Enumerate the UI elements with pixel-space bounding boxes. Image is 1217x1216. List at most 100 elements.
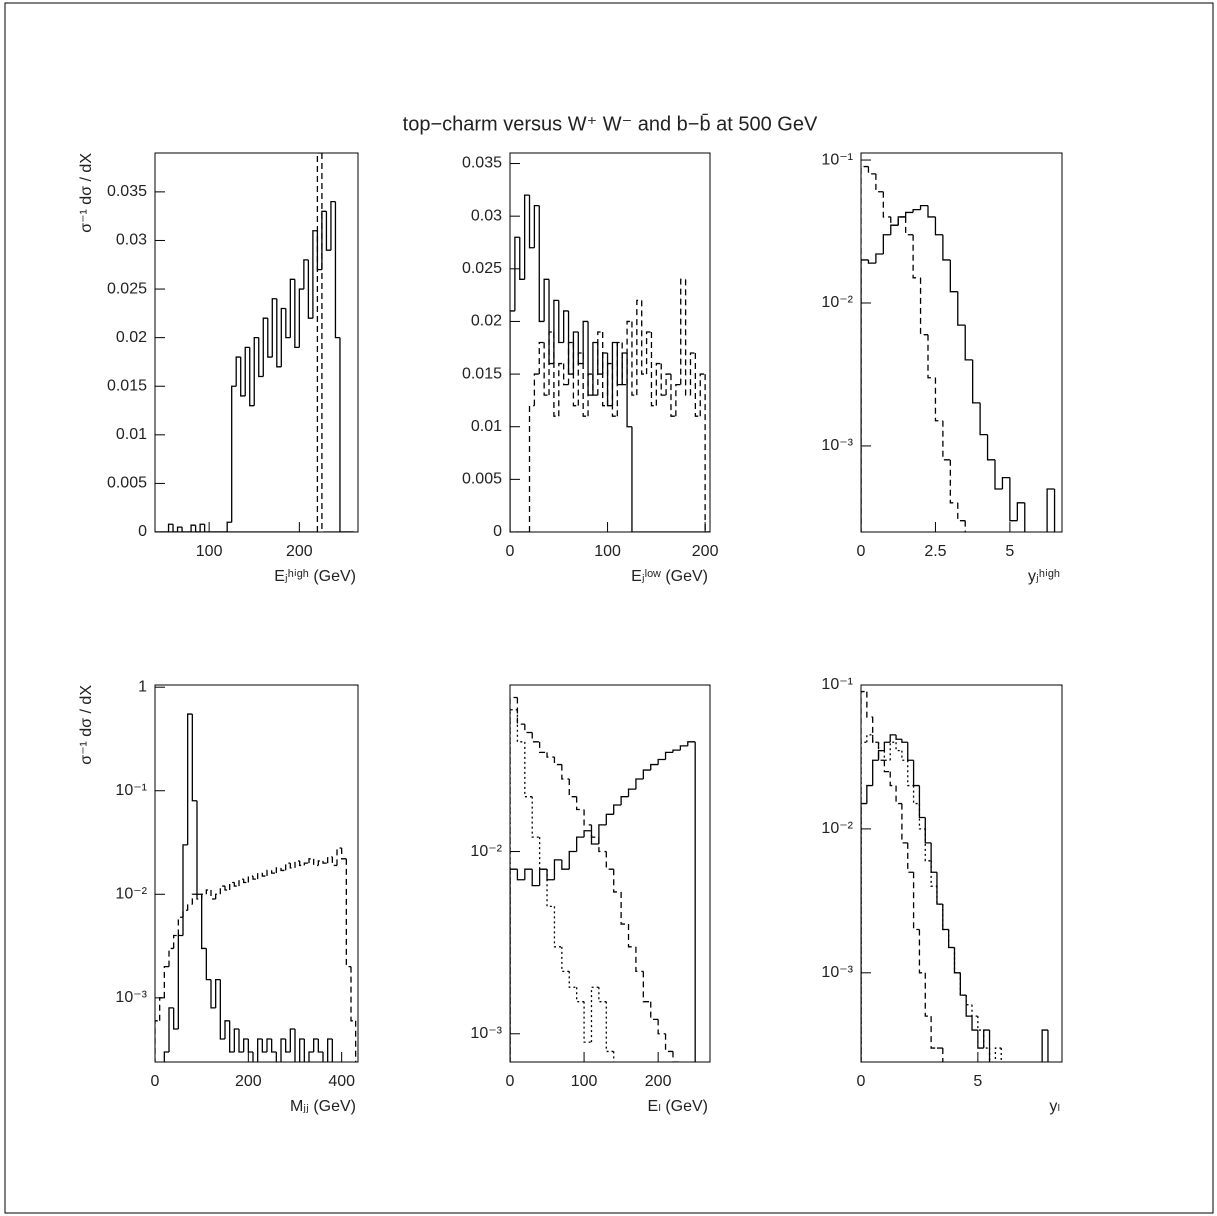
- histogram-bin: [299, 860, 305, 867]
- histogram-bin: [983, 1029, 990, 1049]
- y-tick-label: 10⁻³: [115, 989, 147, 1006]
- histogram-bin: [226, 521, 232, 532]
- histogram-bin: [631, 321, 637, 396]
- x-tick-label: 0: [151, 1073, 160, 1090]
- histogram-bin: [616, 341, 623, 417]
- histogram-bin: [912, 785, 920, 805]
- histogram-bin: [325, 211, 331, 251]
- y-tick-label: 0.035: [462, 155, 502, 172]
- histogram-bin: [276, 298, 282, 368]
- histogram-bin: [219, 885, 225, 895]
- histogram-bin: [224, 1020, 230, 1040]
- histogram-bin: [322, 1051, 324, 1062]
- histogram-bin: [889, 734, 897, 743]
- histogram-bin: [167, 523, 174, 532]
- histogram-bin: [524, 741, 533, 798]
- histogram-bin: [194, 525, 201, 532]
- histogram-bin: [642, 769, 651, 780]
- histogram-bin: [587, 321, 593, 396]
- histogram-bin: [205, 889, 211, 895]
- y-tick-label: 10⁻²: [470, 843, 502, 860]
- histogram-bin: [289, 1028, 295, 1052]
- histogram-bin: [598, 837, 607, 853]
- plot-frame: [860, 684, 1063, 1063]
- histogram-bin: [577, 331, 584, 365]
- histogram-bin: [285, 308, 291, 339]
- histogram-bin: [577, 352, 584, 406]
- histogram-bin: [289, 863, 295, 869]
- y-tick-label: 10⁻²: [821, 820, 853, 837]
- histogram-bin: [327, 856, 333, 864]
- histogram-bin: [924, 817, 932, 844]
- histogram-bin: [173, 934, 179, 949]
- histogram-bin: [528, 405, 535, 532]
- histogram-bin: [953, 947, 961, 974]
- histogram-bin: [303, 1039, 305, 1062]
- histograms: [861, 165, 1056, 532]
- histogram-bin: [558, 300, 564, 344]
- histogram-bin: [605, 1001, 614, 1053]
- histogram-bin: [582, 320, 589, 364]
- histogram-bin: [576, 987, 585, 1003]
- y-tick-label: 0.015: [462, 365, 502, 382]
- histogram-bin: [548, 279, 554, 365]
- histogram-bin: [233, 882, 239, 887]
- histogram-bin: [861, 741, 867, 1062]
- histogram-bin: [627, 924, 636, 948]
- y-tick-label: 0.02: [116, 329, 147, 346]
- y-axis-label: σ⁻¹ dσ / dX: [78, 685, 95, 765]
- histogram-bin: [330, 200, 336, 251]
- panel: 0 0.005 0.01 0.015 0.02 0.025 0.03 0.035 100 200 E…: [78, 152, 359, 585]
- histogram-bin: [689, 352, 696, 396]
- histogram-bin: [994, 459, 1003, 490]
- y-tick-label: 10⁻¹: [821, 151, 853, 168]
- histogram-bin: [965, 995, 973, 1017]
- x-tick-label: 2.5: [924, 543, 946, 560]
- histogram-bin: [627, 788, 636, 797]
- histogram-bin: [280, 307, 286, 367]
- histogram-bin: [897, 216, 906, 226]
- histogram-bin: [613, 804, 622, 815]
- histogram-bin: [1001, 476, 1010, 489]
- histogram-bin: [576, 796, 585, 811]
- histogram-bin: [1016, 502, 1025, 521]
- histogram-bin: [889, 741, 897, 761]
- histogram-bin: [531, 732, 540, 743]
- histograms: [510, 696, 696, 1062]
- histogram-bin: [912, 872, 920, 931]
- histogram-bin: [934, 216, 943, 236]
- histogram-bin: [176, 526, 183, 532]
- x-axis-label: Eⱼʰⁱᵍʰ (GeV): [274, 568, 356, 585]
- histogram-bin: [875, 173, 884, 193]
- histogram-bin: [918, 929, 926, 974]
- histogram-bin: [672, 749, 681, 753]
- histogram-bin: [327, 1038, 333, 1062]
- plot-frame: [154, 684, 359, 1063]
- histogram-bin: [861, 165, 869, 532]
- histogram-bin: [308, 858, 314, 864]
- histograms: [510, 194, 710, 532]
- y-tick-label: 0: [138, 523, 147, 540]
- histogram-bin: [613, 869, 622, 893]
- histogram-bin: [875, 253, 884, 264]
- y-tick-label: 0.02: [471, 313, 502, 330]
- histogram-bin: [936, 886, 943, 905]
- histogram-bin: [866, 734, 873, 743]
- histogram-bin: [240, 357, 246, 397]
- histogram-bin: [983, 1030, 990, 1049]
- histogram-bin: [621, 352, 628, 385]
- histogram-bin: [897, 216, 906, 226]
- histogram-bin: [866, 784, 873, 804]
- x-tick-label: 100: [594, 543, 621, 560]
- histogram-bin: [271, 1039, 277, 1053]
- histogram-bin: [316, 230, 322, 271]
- histogram-bin: [553, 757, 562, 766]
- histogram-bin: [866, 691, 873, 718]
- histogram-bin: [699, 373, 706, 417]
- histograms: [861, 690, 1049, 1062]
- plot-frame: [154, 152, 359, 533]
- histogram-bin: [694, 353, 701, 417]
- histogram-bin: [988, 1030, 991, 1062]
- histogram-bin: [563, 310, 569, 343]
